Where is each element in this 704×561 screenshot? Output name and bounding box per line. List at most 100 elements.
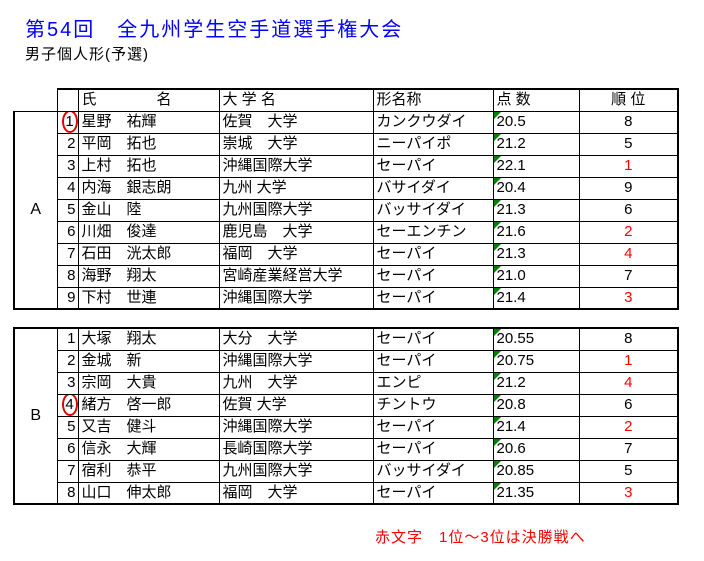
score-cell: 21.3 <box>492 242 580 266</box>
corner-spacer <box>14 89 57 111</box>
table-row: 8 山口 伸太郎 福岡 大学 セーパイ 21.35 3 <box>14 481 679 505</box>
name-cell: 宗岡 大貴 <box>77 371 220 395</box>
name-cell: 上村 拓也 <box>77 154 220 178</box>
name-cell: 川畑 俊達 <box>77 220 220 244</box>
score-cell: 21.2 <box>492 132 580 156</box>
row-number-cell: 1 <box>56 327 79 351</box>
rank-cell: 4 <box>578 242 679 266</box>
green-triangle-icon <box>494 461 501 468</box>
university-cell: 九州 大学 <box>218 371 374 395</box>
group-label: B <box>13 327 58 505</box>
green-triangle-icon <box>494 200 501 207</box>
rank-cell: 1 <box>578 154 679 178</box>
score-cell: 21.0 <box>492 264 580 288</box>
page-title: 第54回 全九州学生空手道選手権大会 <box>25 19 404 41</box>
col-header-name: 氏 名 <box>77 88 220 112</box>
kata-cell: セーパイ <box>372 242 494 266</box>
row-number-cell: 8 <box>56 481 79 505</box>
university-cell: 宮崎産業経営大学 <box>218 264 374 288</box>
green-triangle-icon <box>494 330 501 336</box>
rank-cell: 6 <box>578 393 679 417</box>
table-row: 2 金城 新沖縄国際大学 セーパイ 20.75 1 <box>14 349 679 373</box>
score-cell: 21.6 <box>492 220 580 244</box>
university-cell: 九州 大学 <box>218 176 374 200</box>
university-cell: 九州国際大学 <box>218 459 374 483</box>
score-cell: 21.4 <box>492 286 580 310</box>
rank-cell: 8 <box>578 110 679 134</box>
university-cell: 沖縄国際大学 <box>218 415 374 439</box>
green-triangle-icon <box>494 373 501 380</box>
kata-cell: セーパイ <box>372 437 494 461</box>
score-cell: 20.4 <box>492 176 580 200</box>
name-cell: 信永 大輝 <box>77 437 220 461</box>
name-cell: 平岡 拓也 <box>77 132 220 156</box>
university-cell: 崇城 大学 <box>218 132 374 156</box>
row-number-cell: 3 <box>56 154 79 178</box>
row-number-cell: 9 <box>56 286 79 310</box>
name-cell: 大塚 翔太 <box>77 327 220 351</box>
green-triangle-icon <box>494 483 501 490</box>
name-cell: 緒方 啓一郎 <box>77 393 220 417</box>
table-row: 7 宿利 恭平 九州国際大学 バッサイダイ 20.85 5 <box>14 459 679 483</box>
university-cell: 大分 大学 <box>218 327 374 351</box>
score-cell: 21.35 <box>492 481 580 505</box>
group-b-table: B 1 大塚 翔太 大分 大学 セーパイ 20.55 8 2 金城 新沖縄国際大学 セーパイ 20.… <box>13 327 679 505</box>
green-triangle-icon <box>494 244 501 251</box>
kata-cell: チントウ <box>372 393 494 417</box>
university-cell: 福岡 大学 <box>218 481 374 505</box>
university-cell: 沖縄国際大学 <box>218 154 374 178</box>
table-row: 4 内海 銀志朗 九州 大学 バサイダイ 20.4 9 <box>14 176 679 200</box>
score-cell: 22.1 <box>492 154 580 178</box>
green-triangle-icon <box>494 417 501 424</box>
kata-cell: バサイダイ <box>372 176 494 200</box>
row-number-cell: 8 <box>56 264 79 288</box>
rank-cell: 8 <box>578 327 679 351</box>
row-number-cell: 2 <box>56 349 79 373</box>
university-cell: 沖縄国際大学 <box>218 349 374 373</box>
green-triangle-icon <box>494 288 501 295</box>
kata-cell: セーパイ <box>372 154 494 178</box>
green-triangle-icon <box>494 395 501 402</box>
score-cell: 21.3 <box>492 198 580 222</box>
group-a-table: 氏 名 大 学 名 形名称 点 数 順 位 A 1 星野 祐輝 佐賀 大学 カンクウダイ… <box>13 88 679 310</box>
university-cell: 佐賀 大学 <box>218 393 374 417</box>
table-row: 3 宗岡 大貴 九州 大学 エンピ 21.2 4 <box>14 371 679 395</box>
kata-cell: セーエンチン <box>372 220 494 244</box>
row-number-cell: 6 <box>56 437 79 461</box>
table-row: 6 川畑 俊達 鹿児島 大学 セーエンチン 21.6 2 <box>14 220 679 244</box>
university-cell: 鹿児島 大学 <box>218 220 374 244</box>
green-triangle-icon <box>494 112 501 119</box>
green-triangle-icon <box>494 222 501 229</box>
row-number-cell: 4 <box>56 176 79 200</box>
rank-cell: 1 <box>578 349 679 373</box>
university-cell: 九州国際大学 <box>218 198 374 222</box>
row-number-cell: 2 <box>56 132 79 156</box>
green-triangle-icon <box>494 178 501 185</box>
name-cell: 又吉 健斗 <box>77 415 220 439</box>
kata-cell: セーパイ <box>372 327 494 351</box>
red-circle-mark-icon: 4 <box>61 395 77 415</box>
red-circle-mark-icon: 1 <box>61 112 77 132</box>
name-cell: 山口 伸太郎 <box>77 481 220 505</box>
green-triangle-icon <box>494 134 501 141</box>
name-cell: 宿利 恭平 <box>77 459 220 483</box>
legend-note: 赤文字 1位～3位は決勝戦へ <box>375 529 586 546</box>
kata-cell: セーパイ <box>372 349 494 373</box>
university-cell: 福岡 大学 <box>218 242 374 266</box>
kata-cell: セーパイ <box>372 264 494 288</box>
rank-cell: 7 <box>578 437 679 461</box>
row-number-cell: 4 <box>56 393 79 417</box>
table-row: B 1 大塚 翔太 大分 大学 セーパイ 20.55 8 <box>13 327 679 505</box>
col-header-university: 大 学 名 <box>218 88 374 112</box>
row-number-cell: 1 <box>56 110 79 134</box>
kata-cell: バッサイダイ <box>372 459 494 483</box>
rank-cell: 7 <box>578 264 679 288</box>
name-cell: 金山 陸 <box>77 198 220 222</box>
green-triangle-icon <box>494 351 501 358</box>
table-row: 9 下村 世連 沖縄国際大学 セーパイ 21.4 3 <box>14 286 679 310</box>
table-row: 3 上村 拓也 沖縄国際大学 セーパイ 22.1 1 <box>14 154 679 178</box>
table-row: 8 海野 翔太 宮崎産業経営大学 セーパイ 21.0 7 <box>14 264 679 288</box>
name-cell: 星野 祐輝 <box>77 110 220 134</box>
table-row: 4 緒方 啓一郎 佐賀 大学 チントウ 20.8 6 <box>14 393 679 417</box>
rank-cell: 5 <box>578 459 679 483</box>
